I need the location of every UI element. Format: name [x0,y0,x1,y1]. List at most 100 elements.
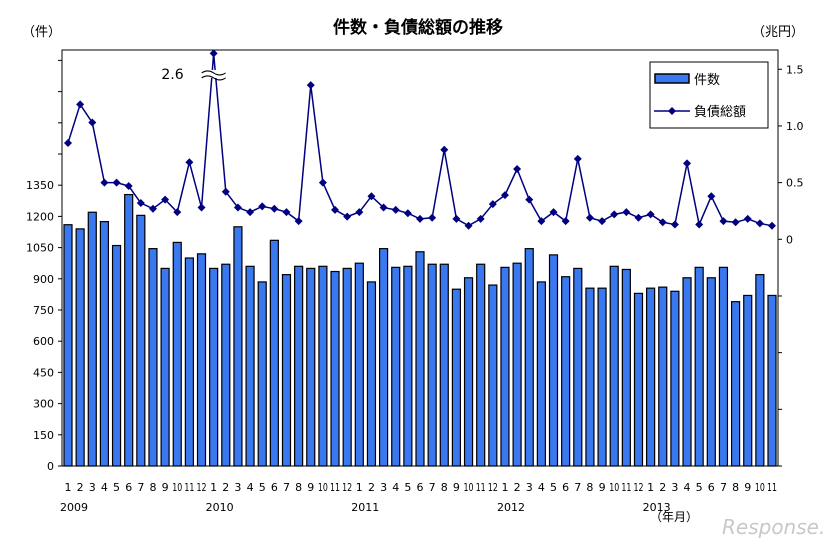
debt-point [136,199,145,208]
bar [706,277,716,467]
debt-point [294,217,303,226]
month-label: 7 [429,481,436,494]
bar [99,221,110,467]
debt-point [343,212,352,221]
bar [136,214,146,467]
debt-point [209,49,218,58]
month-label: 10 [464,481,474,494]
month-label: 12 [633,481,643,494]
bar [573,267,583,467]
debt-point [537,217,546,226]
left-tick-label: 600 [33,335,54,348]
bar [524,248,534,467]
debt-point [585,213,594,222]
axis-break-icon [201,70,226,81]
month-label: 7 [574,481,581,494]
debt-point [270,204,279,213]
bar [512,262,522,467]
axis-break-mask [201,69,226,78]
month-label: 9 [599,481,606,494]
bar [743,294,753,467]
bar [633,292,644,467]
bar [670,290,680,467]
bar [694,266,704,467]
bar [500,266,510,467]
month-label: 6 [708,481,715,494]
left-tick-label: 0 [47,460,54,473]
month-label: 1 [501,481,508,494]
debt-point [598,217,607,226]
month-label: 9 [307,481,314,494]
month-label: 10 [609,481,619,494]
bar [75,228,85,467]
debt-point [622,208,631,217]
month-label: 8 [732,481,739,494]
month-label: 5 [550,481,557,494]
month-label: 7 [720,481,727,494]
bar [427,263,437,467]
legend-bar-swatch [654,73,690,84]
debt-point [258,202,267,211]
month-label: 11 [476,481,486,494]
bar [257,281,267,467]
debt-point [124,182,133,191]
bar [209,267,219,467]
month-label: 10 [172,481,182,494]
debt-point [549,208,558,217]
debt-point [658,218,667,227]
month-label: 4 [684,481,691,494]
debt-point [464,221,473,230]
legend-label-count: 件数 [694,73,720,88]
debt-point [610,210,619,219]
bar [658,286,668,467]
right-axis-unit: （兆円） [752,25,804,40]
left-tick-label: 900 [33,273,54,286]
right-tick-label: 0.5 [786,177,804,190]
debt-point [76,100,85,109]
bar [718,266,729,467]
left-tick-label: 750 [33,304,54,317]
bar [767,294,777,467]
debt-point [646,210,655,219]
bar [281,274,292,467]
debt-point [440,145,449,154]
debt-point [525,195,534,204]
month-label: 12 [342,481,352,494]
debt-point [731,218,740,227]
debt-point [416,214,424,223]
debt-point [64,138,72,147]
month-label: 2 [368,481,375,494]
debt-point [148,204,157,213]
bar [755,274,765,467]
bar [124,193,134,467]
bar [172,241,182,467]
month-label: 1 [647,481,654,494]
month-label: 8 [441,481,448,494]
debt-point [185,158,194,167]
month-label: 7 [137,481,144,494]
month-label: 7 [283,481,290,494]
month-label: 10 [318,481,328,494]
debt-point [452,214,461,223]
month-label: 11 [184,481,194,494]
debt-point [488,200,497,209]
debt-point [221,187,230,196]
debt-point [367,192,376,201]
bar [646,287,656,467]
month-label: 6 [271,481,278,494]
month-label: 8 [586,481,593,494]
bar [439,263,449,467]
debt-point [282,208,291,217]
month-label: 10 [755,481,765,494]
debt-point [428,213,437,222]
bar [306,267,316,467]
month-label: 4 [392,481,399,494]
debt-point [355,208,364,217]
x-axis-unit: （年月） [650,510,698,524]
bar [269,239,279,467]
debt-point [197,203,206,212]
debt-point [634,213,643,222]
bar [548,254,559,467]
bar [609,265,619,467]
bar [463,277,474,467]
